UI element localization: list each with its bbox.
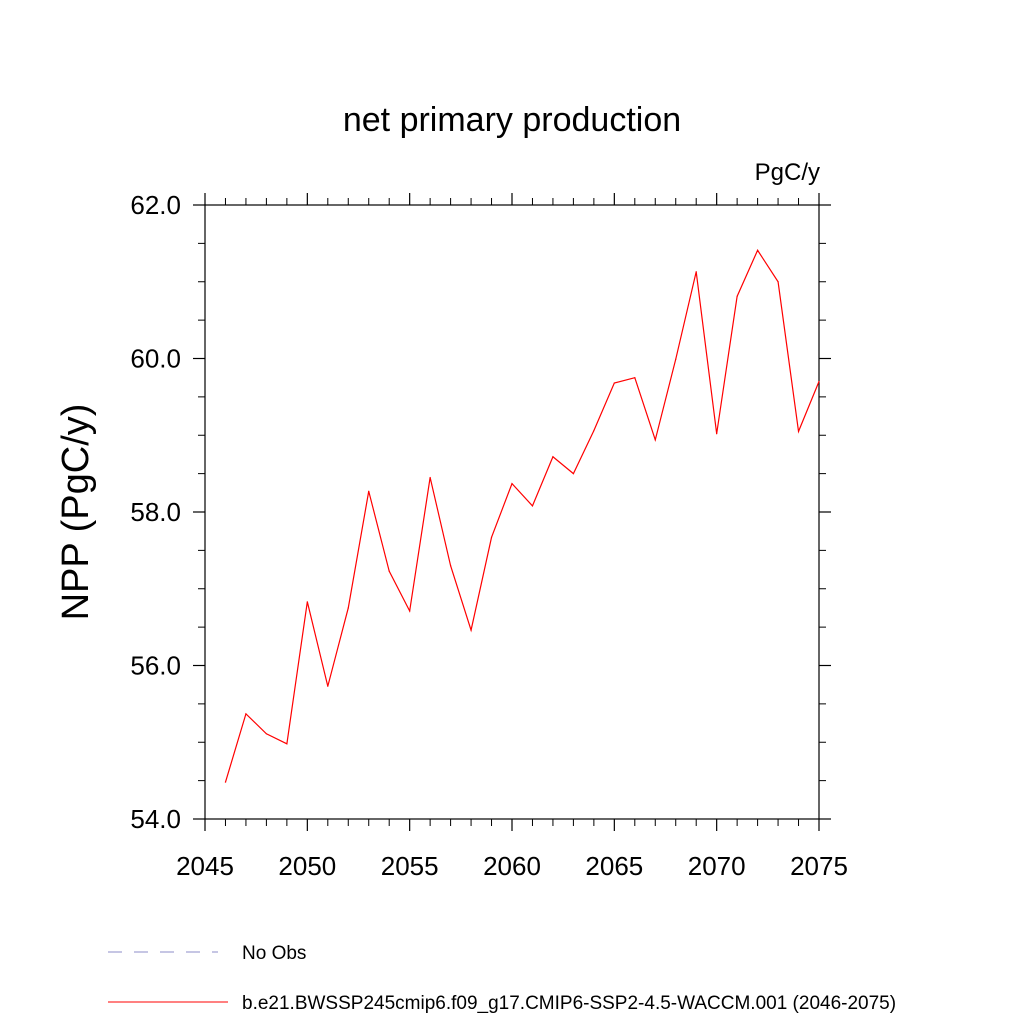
data-point: [593, 430, 595, 432]
data-point: [286, 743, 288, 745]
x-tick-label: 2060: [483, 851, 541, 881]
data-point: [572, 473, 575, 475]
y-tick-label: 56.0: [130, 651, 181, 681]
data-point: [388, 570, 390, 572]
y-axis-label: NPP (PgC/y): [55, 404, 97, 621]
x-tick-label: 2065: [585, 851, 643, 881]
data-point: [368, 490, 370, 492]
legend-label-1: b.e21.BWSSP245cmip6.f09_g17.CMIP6-SSP2-4…: [242, 993, 896, 1014]
y-tick-label: 60.0: [130, 344, 181, 374]
x-tick-label: 2045: [176, 851, 234, 881]
data-point: [777, 281, 779, 283]
data-point: [450, 565, 452, 567]
data-point: [347, 607, 349, 609]
data-point: [511, 483, 513, 485]
data-point: [634, 377, 636, 379]
legend-label-0: No Obs: [242, 943, 306, 964]
x-tick-label: 2050: [278, 851, 336, 881]
data-point: [675, 358, 677, 360]
data-point: [654, 439, 656, 441]
plot-frame: [204, 204, 820, 820]
y-tick-label: 58.0: [130, 497, 181, 527]
data-point: [736, 295, 738, 297]
x-tick-label: 2070: [688, 851, 746, 881]
y-tick-label: 62.0: [130, 190, 181, 220]
data-point: [695, 271, 697, 273]
data-point: [552, 456, 554, 458]
data-point: [531, 505, 534, 507]
x-tick-label: 2075: [790, 851, 848, 881]
data-point: [818, 380, 820, 383]
data-point: [613, 382, 615, 384]
series-line-waccm: [224, 249, 820, 783]
x-tick-label: 2055: [381, 851, 439, 881]
data-point: [224, 781, 227, 783]
data-point: [716, 433, 718, 435]
y-tick-label: 54.0: [130, 804, 181, 834]
data-point: [245, 713, 247, 715]
data-point: [409, 610, 411, 612]
data-point: [429, 476, 431, 479]
chart-title: net primary production: [343, 101, 681, 139]
data-point: [265, 733, 267, 735]
data-point: [490, 536, 493, 538]
data-point: [797, 430, 800, 433]
data-point: [306, 601, 308, 603]
data-point: [327, 685, 329, 687]
data-point: [757, 249, 759, 251]
units-label: PgC/y: [755, 159, 820, 186]
data-point: [470, 629, 472, 631]
